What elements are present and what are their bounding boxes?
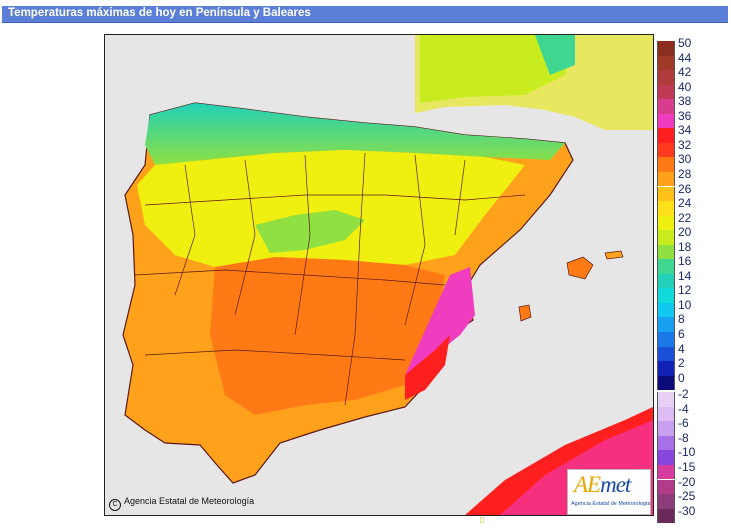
aemet-logo: AEmet Agencia Estatal de Meteorología: [567, 469, 651, 515]
legend-label-upper-0: 50: [678, 36, 692, 50]
copyright-notice: C Agencia Estatal de Meteorología: [109, 496, 254, 511]
legend-label-lower-1: -4: [678, 401, 689, 416]
legend-label-upper-6: 34: [678, 123, 692, 138]
logo-word-b: met: [600, 472, 631, 497]
legend-swatch-lower-5: [657, 464, 675, 480]
legend-label-upper-17: 12: [678, 283, 692, 298]
legend-label-upper-16: 14: [678, 268, 692, 283]
legend-label-upper-19: 8: [678, 312, 685, 327]
legend-label-lower-6: -20: [678, 474, 696, 489]
legend-label-lower-3: -8: [678, 430, 689, 445]
legend-swatch-upper-0: [657, 41, 675, 56]
legend-label-lower-4: -10: [678, 445, 696, 460]
legend-label-lower-5: -15: [678, 459, 696, 474]
legend-swatch-upper-23: [657, 375, 675, 391]
south-hot: [210, 257, 445, 415]
legend-swatch-upper-14: [657, 244, 675, 260]
legend-swatch-upper-12: [657, 215, 675, 231]
central-plateau: [137, 150, 525, 267]
logo-subtitle: Agencia Estatal de Meteorología: [571, 501, 651, 507]
copyright-text: Agencia Estatal de Meteorología: [124, 496, 255, 506]
legend-swatch-lower-3: [657, 435, 675, 451]
legend-label-upper-13: 20: [678, 225, 692, 240]
province-boundaries: [134, 152, 526, 406]
legend-swatch-upper-20: [657, 332, 675, 347]
logo-word-a: AE: [574, 472, 601, 497]
southeast-hot: [405, 267, 475, 380]
legend-swatch-upper-15: [657, 259, 675, 274]
legend-label-upper-1: 44: [678, 50, 692, 65]
legend-swatch-upper-3: [657, 84, 675, 100]
legend-label-upper-8: 30: [678, 152, 692, 167]
legend-swatch-upper-6: [657, 128, 675, 143]
legend-swatch-lower-1: [657, 406, 675, 422]
france-cooler: [420, 35, 575, 103]
mallorca: [566, 256, 594, 280]
france-mountains: [535, 35, 575, 75]
legend-swatch-upper-9: [657, 171, 675, 187]
bottom-mark: ▯: [480, 515, 485, 524]
legend-label-upper-2: 42: [678, 65, 692, 80]
legend-label-upper-20: 6: [678, 327, 685, 341]
temperature-legend: 50 44 42 40 38 36 34 32 30 28 26 24 22 20 18 16 14 12 10 8 6…: [657, 37, 727, 524]
legend-label-upper-4: 38: [678, 94, 692, 109]
legend-label-upper-11: 24: [678, 196, 692, 211]
legend-label-upper-7: 32: [678, 137, 692, 152]
title-bar: Temperaturas máximas de hoy en Península…: [2, 6, 728, 23]
north-band: [145, 103, 565, 165]
legend-label-upper-23: 0: [678, 370, 685, 385]
legend-label-upper-12: 22: [678, 210, 692, 225]
legend-swatch-upper-7: [657, 142, 675, 158]
legend-swatch-upper-1: [657, 55, 675, 71]
legend-swatch-lower-7: [657, 494, 675, 509]
legend-swatch-upper-11: [657, 201, 675, 216]
legend-swatch-lower-0: [657, 392, 675, 407]
legend-swatch-upper-19: [657, 317, 675, 332]
legend-swatch-upper-8: [657, 157, 675, 172]
legend-swatch-upper-21: [657, 346, 675, 362]
legend-swatch-upper-16: [657, 273, 675, 289]
ibiza: [518, 304, 532, 322]
legend-label-upper-22: 2: [678, 356, 685, 371]
legend-swatch-upper-4: [657, 99, 675, 114]
legend-swatch-upper-2: [657, 70, 675, 85]
legend-label-lower-0: -2: [678, 387, 689, 402]
legend-swatch-lower-2: [657, 421, 675, 436]
legend-label-upper-18: 10: [678, 297, 692, 312]
map-canvas: [122, 35, 653, 515]
legend-swatch-lower-8: [657, 508, 675, 524]
legend-label-upper-21: 4: [678, 341, 685, 356]
page-title: Temperaturas máximas de hoy en Península…: [8, 7, 311, 19]
legend-swatch-upper-5: [657, 113, 675, 129]
legend-label-upper-14: 18: [678, 239, 692, 254]
legend-swatch-lower-6: [657, 479, 675, 495]
legend-label-upper-9: 28: [678, 166, 692, 181]
legend-label-lower-8: -30: [678, 503, 696, 518]
southeast-red: [405, 335, 450, 400]
legend-label-upper-5: 36: [678, 108, 692, 123]
legend-swatch-upper-17: [657, 288, 675, 303]
temperature-map: C Agencia Estatal de Meteorología AEmet A…: [104, 34, 654, 516]
legend-swatch-upper-22: [657, 361, 675, 376]
legend-swatch-upper-18: [657, 302, 675, 318]
legend-swatch-upper-10: [657, 186, 675, 202]
legend-label-upper-15: 16: [678, 254, 692, 269]
copyright-icon: C: [109, 499, 121, 511]
menorca: [604, 250, 624, 260]
legend-label-lower-7: -25: [678, 489, 696, 504]
legend-swatch-upper-13: [657, 230, 675, 245]
legend-label-upper-10: 26: [678, 181, 692, 196]
legend-label-lower-2: -6: [678, 416, 689, 431]
legend-label-upper-3: 40: [678, 79, 692, 94]
legend-swatch-lower-4: [657, 450, 675, 465]
